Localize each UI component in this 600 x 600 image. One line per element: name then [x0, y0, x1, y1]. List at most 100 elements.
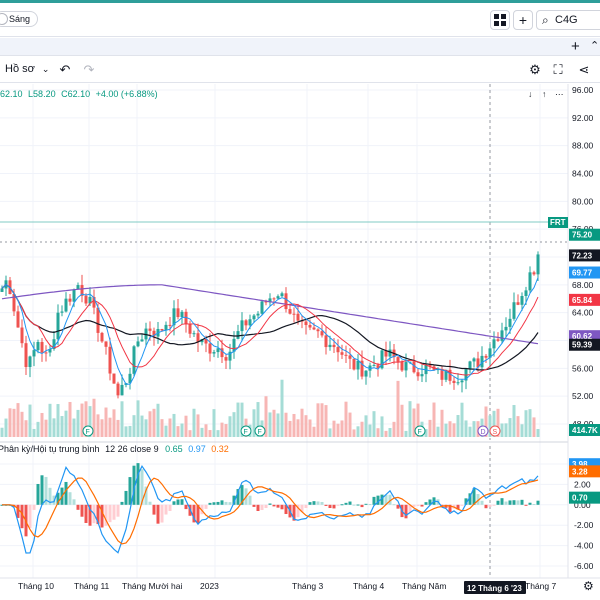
- profile-label: Hồ sơ: [5, 63, 35, 75]
- macd-histogram-bar: [317, 501, 320, 504]
- volume-bar: [57, 404, 60, 437]
- macd-histogram-bar: [65, 482, 68, 505]
- volume-bar: [273, 410, 276, 437]
- candle-body: [273, 298, 276, 299]
- volume-bar: [301, 409, 304, 437]
- candle-body: [353, 359, 356, 370]
- macd-histogram-bar: [157, 505, 160, 524]
- share-icon[interactable]: ⋖: [575, 61, 593, 79]
- volume-bar: [361, 422, 364, 437]
- volume-bar: [49, 404, 52, 437]
- candlesticks: [1, 251, 540, 398]
- time-settings-gear-icon[interactable]: ⚙: [583, 579, 594, 593]
- macd-histogram-bar: [257, 505, 260, 511]
- macd-histogram-bar: [85, 505, 88, 523]
- add-chart-button[interactable]: +: [513, 10, 533, 30]
- candle-body: [189, 324, 192, 333]
- price-badges: FRT75.2072.2369.7765.8460.6259.39414.7K3…: [548, 217, 600, 504]
- volume-bar: [297, 419, 300, 437]
- price-badge: 59.39: [572, 341, 593, 350]
- time-tick-label: Tháng Mười hai: [122, 581, 183, 591]
- volume-bar: [141, 416, 144, 437]
- candle-body: [41, 342, 44, 352]
- settings-gear-icon[interactable]: ⚙: [526, 61, 544, 79]
- candle-body: [113, 374, 116, 384]
- macd-histogram-bar: [81, 505, 84, 517]
- candle-body: [513, 302, 516, 319]
- volume-bar: [521, 424, 524, 437]
- macd-histogram-bar: [125, 491, 128, 505]
- volume-bar: [193, 409, 196, 437]
- macd-histogram-bar: [521, 500, 524, 505]
- arrow-down-icon[interactable]: ↓: [528, 89, 532, 99]
- macd-histogram-bar: [513, 500, 516, 505]
- candle-body: [469, 361, 472, 369]
- fullscreen-icon[interactable]: ⛶: [549, 61, 567, 79]
- macd-histogram-bar: [481, 501, 484, 505]
- macd-histogram-bar: [249, 496, 252, 505]
- profile-menu[interactable]: Hồ sơ ⌄: [5, 63, 49, 75]
- macd-histogram-bar: [181, 499, 184, 505]
- macd-histogram-bar: [489, 505, 492, 507]
- layout-grid-button[interactable]: [490, 10, 510, 30]
- time-axis[interactable]: Tháng 10 Tháng 11 Tháng Mười hai 2023 Tháng …: [18, 581, 556, 594]
- candle-body: [525, 290, 528, 296]
- candle-body: [65, 299, 68, 312]
- candle-body: [321, 331, 324, 335]
- volume-bar: [433, 403, 436, 437]
- symbol-search[interactable]: ⌕: [536, 10, 600, 30]
- volume-bar: [21, 412, 24, 437]
- theme-toggle[interactable]: Sáng: [0, 11, 38, 27]
- volume-bar: [501, 423, 504, 437]
- volume-bar: [201, 428, 204, 437]
- candle-body: [213, 352, 216, 353]
- macd-histogram-bar: [149, 502, 152, 505]
- candle-body: [241, 320, 244, 331]
- candle-body: [137, 341, 140, 346]
- volume-bar: [165, 426, 168, 437]
- arrow-up-icon[interactable]: ↑: [542, 89, 546, 99]
- volume-bar: [325, 405, 328, 437]
- chevron-up-icon[interactable]: ⌃: [590, 39, 599, 52]
- volume-bar: [465, 420, 468, 437]
- candle-body: [473, 358, 476, 361]
- candle-body: [457, 382, 460, 383]
- volume-bar: [25, 420, 28, 437]
- volume-bar: [333, 421, 336, 437]
- volume-bar: [121, 401, 124, 437]
- macd-value-1: 0.65: [165, 444, 183, 454]
- undo-icon[interactable]: ↶: [56, 61, 74, 79]
- macd-histogram-bar: [265, 505, 268, 508]
- candle-body: [225, 357, 228, 360]
- volume-bar: [149, 411, 152, 437]
- price-badge: 72.23: [572, 251, 593, 260]
- candle-body: [345, 355, 348, 356]
- candle-body: [421, 374, 424, 376]
- last-price-symbol: FRT: [550, 218, 566, 227]
- macd-histogram-bar: [169, 505, 172, 511]
- candle-body: [509, 319, 512, 327]
- redo-icon[interactable]: ↷: [80, 61, 98, 79]
- candle-body: [281, 293, 284, 296]
- candle-body: [453, 381, 456, 383]
- symbol-search-input[interactable]: [555, 12, 600, 28]
- more-icon[interactable]: ⋯: [555, 89, 564, 99]
- volume-bar: [41, 413, 44, 437]
- macd-histogram-bar: [113, 505, 116, 520]
- search-icon: ⌕: [542, 13, 549, 28]
- volume-bar: [289, 421, 292, 437]
- time-tick-label: Tháng 11: [74, 581, 110, 591]
- macd-histogram-bar: [505, 502, 508, 505]
- volume-bar: [317, 403, 320, 437]
- candle-body: [257, 314, 260, 316]
- volume-bar: [125, 426, 128, 437]
- add-tab-icon[interactable]: +: [571, 38, 580, 55]
- volume-bar: [229, 416, 232, 437]
- macd-tick-label: 2.00: [574, 479, 591, 489]
- macd-histogram-bar: [341, 504, 344, 505]
- volume-bar: [145, 419, 148, 437]
- macd-params: 12 26 close 9: [105, 444, 159, 454]
- macd-histogram-bar: [213, 502, 216, 505]
- macd-histogram-bar: [393, 504, 396, 505]
